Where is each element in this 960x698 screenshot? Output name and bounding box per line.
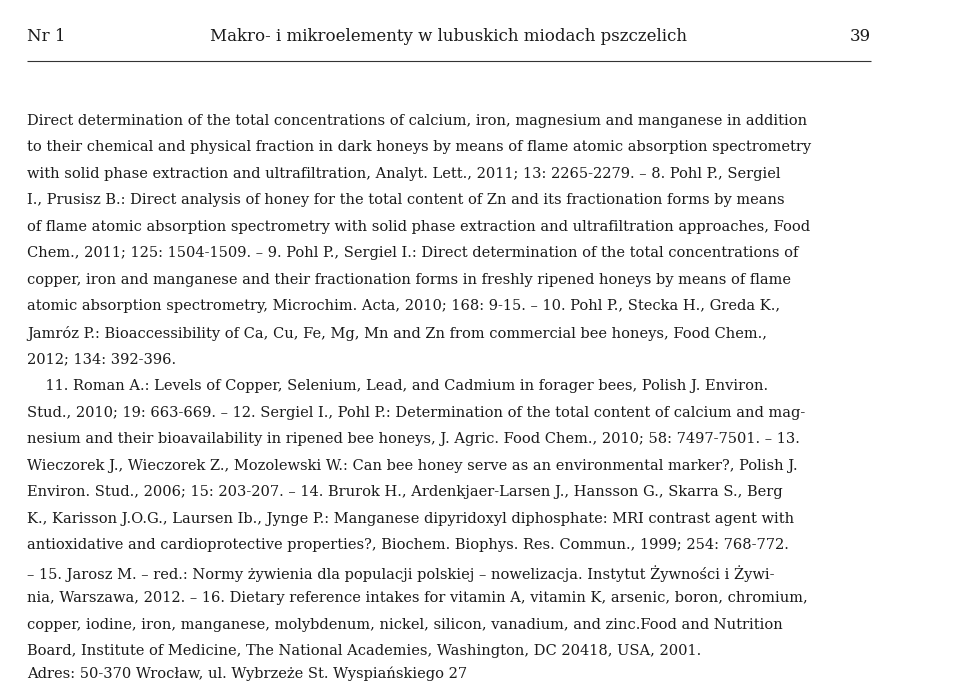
Text: Adres: 50-370 Wrocław, ul. Wybrzeże St. Wyspiańskiego 27: Adres: 50-370 Wrocław, ul. Wybrzeże St. … bbox=[27, 666, 468, 681]
Text: nia, Warszawa, 2012. – 16. Dietary reference intakes for vitamin A, vitamin K, a: nia, Warszawa, 2012. – 16. Dietary refer… bbox=[27, 591, 807, 605]
Text: 39: 39 bbox=[850, 28, 871, 45]
Text: with solid phase extraction and ultrafiltration, Analyt. Lett., 2011; 13: 2265-2: with solid phase extraction and ultrafil… bbox=[27, 167, 780, 181]
Text: to their chemical and physical fraction in dark honeys by means of flame atomic : to their chemical and physical fraction … bbox=[27, 140, 811, 154]
Text: Jamróz P.: Bioaccessibility of Ca, Cu, Fe, Mg, Mn and Zn from commercial bee hon: Jamróz P.: Bioaccessibility of Ca, Cu, F… bbox=[27, 326, 767, 341]
Text: Board, Institute of Medicine, The National Academies, Washington, DC 20418, USA,: Board, Institute of Medicine, The Nation… bbox=[27, 644, 701, 658]
Text: atomic absorption spectrometry, Microchim. Acta, 2010; 168: 9-15. – 10. Pohl P.,: atomic absorption spectrometry, Microchi… bbox=[27, 299, 780, 313]
Text: copper, iron and manganese and their fractionation forms in freshly ripened hone: copper, iron and manganese and their fra… bbox=[27, 273, 791, 287]
Text: I., Prusisz B.: Direct analysis of honey for the total content of Zn and its fra: I., Prusisz B.: Direct analysis of honey… bbox=[27, 193, 784, 207]
Text: Nr 1: Nr 1 bbox=[27, 28, 65, 45]
Text: Wieczorek J., Wieczorek Z., Mozolewski W.: Can bee honey serve as an environment: Wieczorek J., Wieczorek Z., Mozolewski W… bbox=[27, 459, 798, 473]
Text: 11. Roman A.: Levels of Copper, Selenium, Lead, and Cadmium in forager bees, Pol: 11. Roman A.: Levels of Copper, Selenium… bbox=[27, 379, 768, 393]
Text: of flame atomic absorption spectrometry with solid phase extraction and ultrafil: of flame atomic absorption spectrometry … bbox=[27, 220, 810, 234]
Text: Stud., 2010; 19: 663-669. – 12. Sergiel I., Pohl P.: Determination of the total : Stud., 2010; 19: 663-669. – 12. Sergiel … bbox=[27, 406, 805, 419]
Text: Chem., 2011; 125: 1504-1509. – 9. Pohl P., Sergiel I.: Direct determination of t: Chem., 2011; 125: 1504-1509. – 9. Pohl P… bbox=[27, 246, 799, 260]
Text: – 15. Jarosz M. – red.: Normy żywienia dla populacji polskiej – nowelizacja. Ins: – 15. Jarosz M. – red.: Normy żywienia d… bbox=[27, 565, 775, 581]
Text: antioxidative and cardioprotective properties?, Biochem. Biophys. Res. Commun., : antioxidative and cardioprotective prope… bbox=[27, 538, 789, 552]
Text: Direct determination of the total concentrations of calcium, iron, magnesium and: Direct determination of the total concen… bbox=[27, 114, 807, 128]
Text: K., Karisson J.O.G., Laursen Ib., Jynge P.: Manganese dipyridoxyl diphosphate: M: K., Karisson J.O.G., Laursen Ib., Jynge … bbox=[27, 512, 794, 526]
Text: Environ. Stud., 2006; 15: 203-207. – 14. Brurok H., Ardenkjaer-Larsen J., Hansso: Environ. Stud., 2006; 15: 203-207. – 14.… bbox=[27, 485, 782, 499]
Text: Makro- i mikroelementy w lubuskich miodach pszczelich: Makro- i mikroelementy w lubuskich mioda… bbox=[210, 28, 687, 45]
Text: nesium and their bioavailability in ripened bee honeys, J. Agric. Food Chem., 20: nesium and their bioavailability in ripe… bbox=[27, 432, 800, 446]
Text: 2012; 134: 392-396.: 2012; 134: 392-396. bbox=[27, 352, 176, 366]
Text: copper, iodine, iron, manganese, molybdenum, nickel, silicon, vanadium, and zinc: copper, iodine, iron, manganese, molybde… bbox=[27, 618, 782, 632]
